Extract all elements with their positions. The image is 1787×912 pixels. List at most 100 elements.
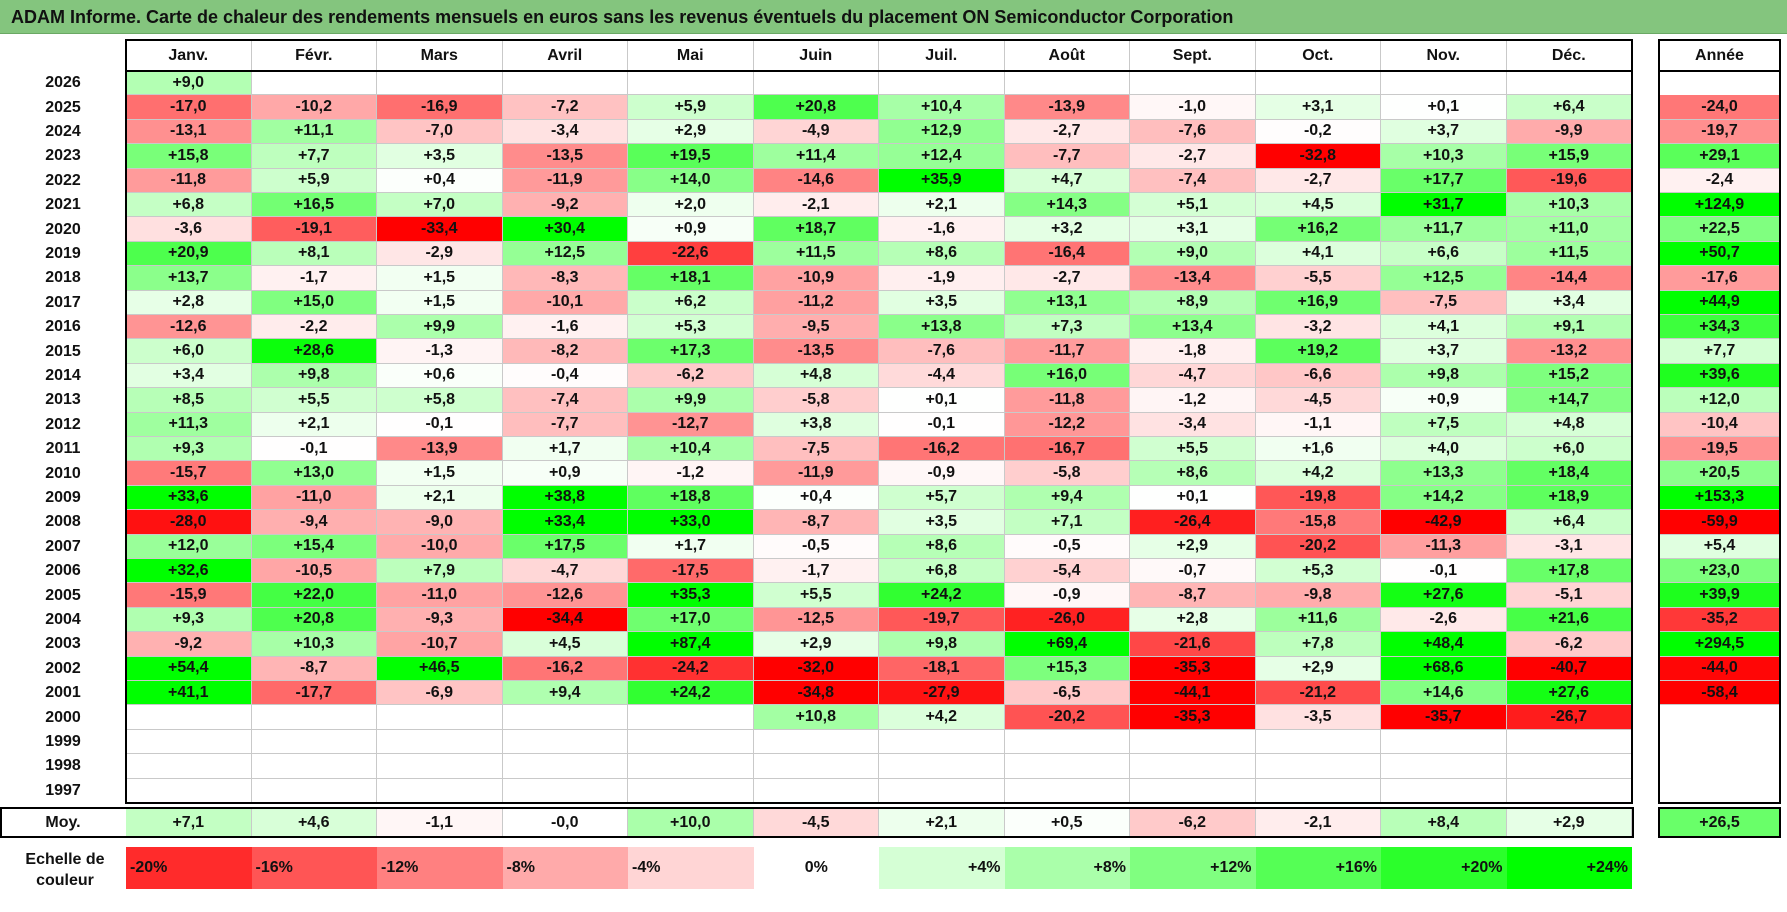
heatmap-cell: +19,2 (1255, 339, 1381, 364)
heatmap-cell: +13,3 (1381, 461, 1507, 486)
annual-cell: -10,4 (1659, 412, 1780, 437)
heatmap-cell: -9,5 (753, 315, 879, 340)
column-header: Oct. (1256, 40, 1381, 71)
heatmap-cell: +9,9 (377, 315, 503, 340)
heatmap-cell: +15,4 (251, 534, 377, 559)
year-label: 2011 (45, 440, 81, 458)
heatmap-cell: -20,2 (1255, 534, 1381, 559)
heatmap-cell: -13,2 (1506, 339, 1632, 364)
heatmap-cell: +16,2 (1255, 217, 1381, 242)
heatmap-cell (502, 705, 628, 730)
color-scale-label: Echelle de couleur (25, 851, 105, 889)
color-scale-step: +8% (1004, 847, 1130, 889)
heatmap-cell: +6,4 (1506, 95, 1632, 120)
heatmap-cell: -6,9 (377, 681, 503, 706)
heatmap-cell: -0,1 (377, 412, 503, 437)
header-separator (126, 70, 1632, 72)
heatmap-cell: +1,5 (377, 266, 503, 291)
heatmap-cell (1506, 778, 1632, 803)
heatmap-cell: +11,3 (126, 412, 252, 437)
year-label: 2019 (45, 244, 81, 262)
heatmap-cell: +7,8 (1255, 632, 1381, 657)
heatmap-cell: +6,0 (126, 339, 252, 364)
heatmap-cell: +11,1 (251, 119, 377, 145)
heatmap-cell: -17,7 (251, 681, 377, 706)
heatmap-cell: +9,0 (126, 71, 252, 96)
heatmap-cell: +0,4 (377, 168, 503, 193)
heatmap-cell: +14,7 (1506, 388, 1632, 413)
heatmap-cell: +16,9 (1255, 290, 1381, 315)
heatmap-cell: -7,5 (753, 437, 879, 462)
annual-cell: +50,7 (1659, 241, 1780, 267)
heatmap-cell: -16,9 (377, 95, 503, 120)
annual-cell: +5,4 (1659, 534, 1780, 559)
year-label: 2017 (45, 293, 81, 311)
heatmap-cell: +87,4 (628, 632, 754, 657)
heatmap-cell: -12,2 (1004, 412, 1130, 437)
heatmap-cell: +9,0 (1130, 241, 1256, 267)
heatmap-cell: +5,8 (377, 388, 503, 413)
heatmap-cell (1130, 754, 1256, 779)
heatmap-cell (1506, 729, 1632, 755)
color-scale-step: +16% (1255, 847, 1381, 889)
heatmap-cell: +6,2 (628, 290, 754, 315)
heatmap-cell: -3,4 (502, 119, 628, 145)
heatmap-cell: +20,8 (753, 95, 879, 120)
color-scale-step: -16% (251, 847, 377, 889)
column-header: Mars (377, 40, 503, 71)
heatmap-cell: -0,9 (1004, 583, 1130, 608)
year-label: 2023 (45, 147, 81, 165)
heatmap-cell: -2,9 (377, 241, 503, 267)
heatmap-cell: -12,6 (126, 315, 252, 340)
annual-cell: -19,5 (1659, 437, 1780, 462)
heatmap-cell (1506, 754, 1632, 779)
heatmap-cell: -7,6 (1130, 119, 1256, 145)
heatmap-cell: +3,5 (879, 290, 1005, 315)
heatmap-cell: +8,6 (879, 241, 1005, 267)
heatmap-cell: +5,9 (628, 95, 754, 120)
year-label: 1997 (45, 781, 81, 799)
heatmap-cell: +12,5 (502, 241, 628, 267)
heatmap-cell: +15,3 (1004, 656, 1130, 681)
heatmap-cell: -1,9 (879, 266, 1005, 291)
heatmap-cell (1381, 71, 1507, 96)
year-label: 2003 (45, 635, 81, 653)
heatmap-cell: +13,4 (1130, 315, 1256, 340)
heatmap-cell: -19,1 (251, 217, 377, 242)
annual-cell: +12,0 (1659, 388, 1780, 413)
year-label: 2014 (45, 366, 81, 384)
heatmap-cell: -32,8 (1255, 144, 1381, 169)
heatmap-cell: -19,7 (879, 607, 1005, 633)
heatmap-cell: +11,6 (1255, 607, 1381, 633)
heatmap-cell (753, 778, 879, 803)
average-cell: -1,1 (377, 808, 503, 837)
annual-cell (1659, 778, 1780, 803)
heatmap-cell: +9,3 (126, 607, 252, 633)
heatmap-cell: +17,3 (628, 339, 754, 364)
heatmap-cell: +30,4 (502, 217, 628, 242)
heatmap-cell: +18,4 (1506, 461, 1632, 486)
heatmap-cell: -3,5 (1255, 705, 1381, 730)
heatmap-cell: -1,7 (753, 559, 879, 584)
heatmap-cell: +15,2 (1506, 363, 1632, 389)
heatmap-cell: -6,2 (628, 363, 754, 389)
heatmap-cell: +8,6 (879, 534, 1005, 559)
heatmap-cell (628, 754, 754, 779)
average-cell: +10,0 (628, 808, 754, 837)
heatmap-cell: -26,4 (1130, 510, 1256, 535)
heatmap-cell: +0,6 (377, 363, 503, 389)
heatmap-cell: +24,2 (879, 583, 1005, 608)
heatmap-cell: +4,0 (1381, 437, 1507, 462)
heatmap-cell: +13,7 (126, 266, 252, 291)
heatmap-cell (502, 778, 628, 803)
heatmap-cell (126, 778, 252, 803)
heatmap-cell: -12,7 (628, 412, 754, 437)
year-label: 2007 (45, 537, 81, 555)
heatmap-cell: -7,0 (377, 119, 503, 145)
heatmap-cell (753, 71, 879, 96)
heatmap-cell: +11,4 (753, 144, 879, 169)
heatmap-cell: +14,2 (1381, 485, 1507, 511)
heatmap-cell: -7,5 (1381, 290, 1507, 315)
column-header: Avril (503, 40, 628, 71)
heatmap-cell: +6,8 (126, 193, 252, 218)
